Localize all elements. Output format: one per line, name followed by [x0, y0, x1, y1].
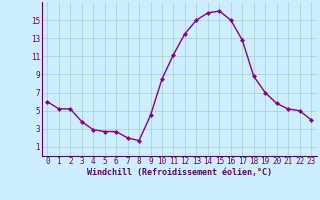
- X-axis label: Windchill (Refroidissement éolien,°C): Windchill (Refroidissement éolien,°C): [87, 168, 272, 177]
